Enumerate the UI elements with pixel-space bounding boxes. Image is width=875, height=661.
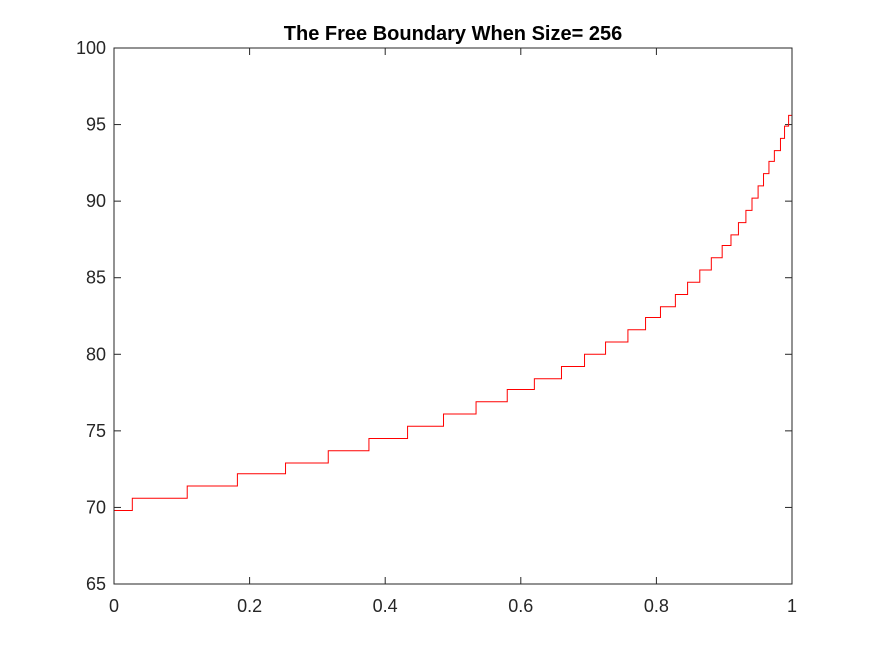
plot-area xyxy=(114,48,792,584)
y-tick-label: 70 xyxy=(86,497,106,517)
tick-labels: 0 0.2 0.4 0.6 0.8 1 65 70 75 80 85 90 95 100 xyxy=(76,38,797,616)
x-tick-label: 0.4 xyxy=(373,596,398,616)
x-tick-label: 0.8 xyxy=(644,596,669,616)
y-tick-label: 65 xyxy=(86,574,106,594)
x-tick-label: 0.2 xyxy=(237,596,262,616)
free-boundary-line xyxy=(114,114,792,511)
y-tick-label: 80 xyxy=(86,344,106,364)
y-tick-label: 100 xyxy=(76,38,106,58)
x-tick-label: 0.6 xyxy=(508,596,533,616)
axes-box xyxy=(113,47,793,585)
x-tick-label: 1 xyxy=(787,596,797,616)
chart-title: The Free Boundary When Size= 256 xyxy=(284,23,622,45)
x-tick-label: 0 xyxy=(109,596,119,616)
y-tick-label: 90 xyxy=(86,191,106,211)
y-tick-label: 95 xyxy=(86,115,106,135)
y-tick-label: 75 xyxy=(86,421,106,441)
y-tick-label: 85 xyxy=(86,268,106,288)
